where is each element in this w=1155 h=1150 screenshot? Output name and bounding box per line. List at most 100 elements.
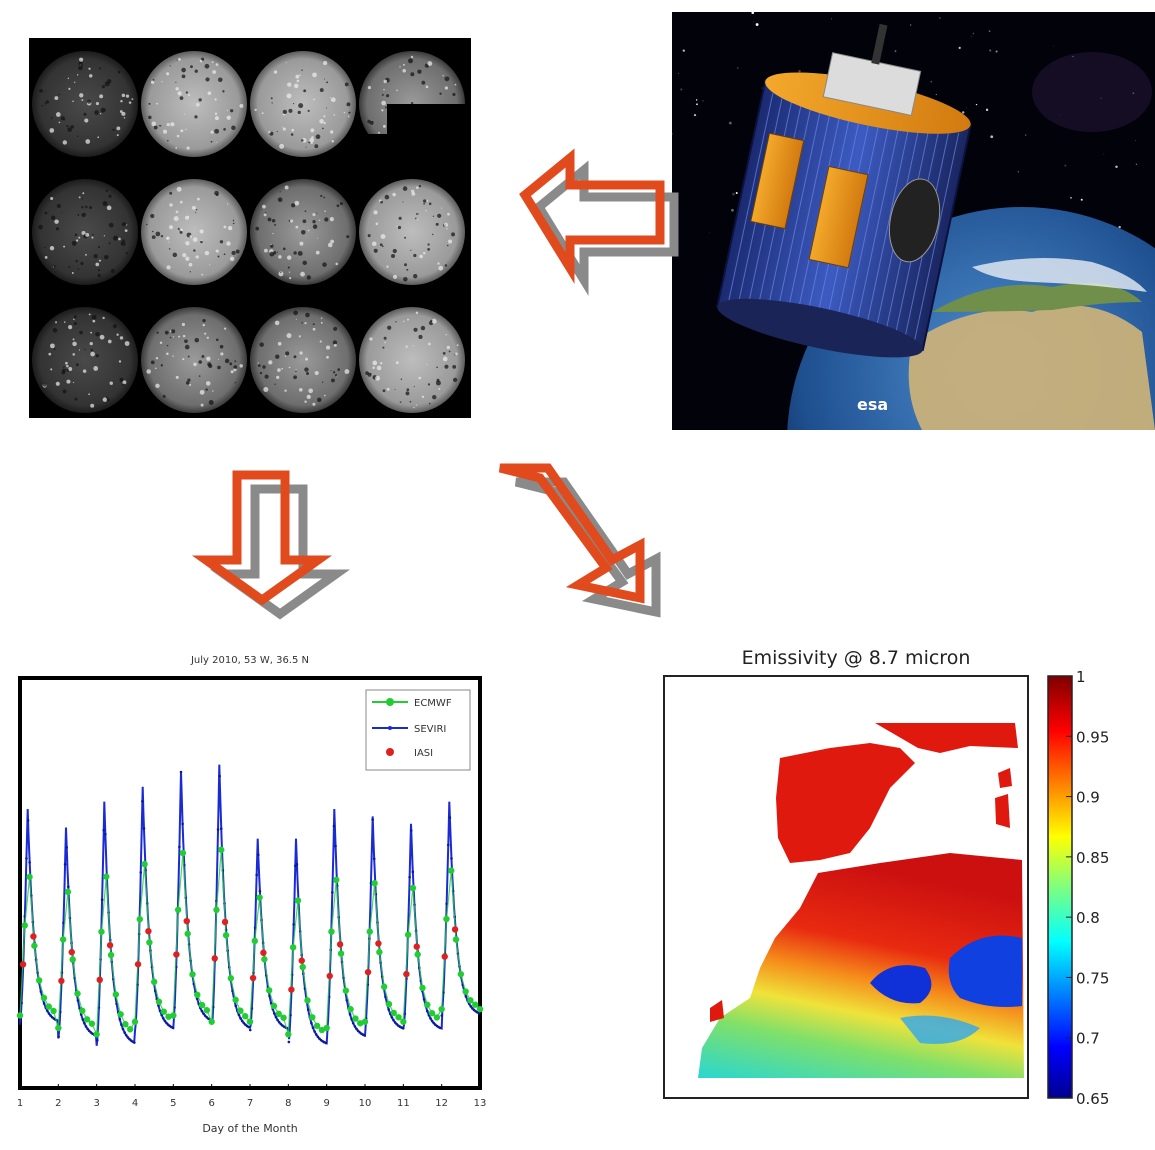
satellite-body xyxy=(716,23,972,358)
seviri-point xyxy=(247,1025,250,1029)
ecmwf-point xyxy=(275,1010,282,1018)
legend-iasi: IASI xyxy=(414,748,433,759)
iasi-point xyxy=(221,918,229,926)
ecmwf-point xyxy=(179,849,187,857)
ecmwf-point xyxy=(433,1014,441,1021)
ecmwf-point xyxy=(194,991,201,999)
colorbar-tick-label: 0.7 xyxy=(1076,1030,1100,1048)
temperature-timeseries-chart: July 2010, 53 W, 36.5 N 1 2 3 4 5 6 7 8 9 10 11 12 1… xyxy=(0,640,500,1150)
seviri-point xyxy=(240,1019,244,1023)
iasi-point xyxy=(19,961,27,968)
ecmwf-point xyxy=(227,975,235,982)
legend-marker-ecmwf xyxy=(386,698,394,706)
ecmwf-point xyxy=(476,1005,484,1013)
ecmwf-point xyxy=(69,956,76,963)
x-tick-label: 4 xyxy=(132,1098,138,1109)
seviri-point xyxy=(95,1038,99,1042)
seviri-point xyxy=(171,1026,175,1030)
ecmwf-point xyxy=(150,978,158,986)
ecmwf-point xyxy=(337,950,345,957)
ecmwf-point xyxy=(467,997,474,1004)
legend-seviri: SEVIRI xyxy=(414,724,446,735)
ecmwf-point xyxy=(55,1024,62,1032)
x-tick-label: 5 xyxy=(170,1098,176,1109)
colorbar xyxy=(1047,675,1073,1099)
seviri-point xyxy=(430,1019,434,1023)
seviri-point xyxy=(334,844,337,848)
x-tick-label: 8 xyxy=(285,1098,291,1109)
ecmwf-point xyxy=(304,997,311,1004)
iasi-point xyxy=(145,927,152,935)
ecmwf-point xyxy=(347,1006,354,1013)
seviri-point xyxy=(255,873,258,877)
x-tick-label: 11 xyxy=(397,1098,410,1109)
x-tick-label: 3 xyxy=(93,1098,99,1109)
seviri-point xyxy=(26,819,30,822)
seviri-point xyxy=(65,846,68,849)
seviri-point xyxy=(157,1004,160,1007)
ecmwf-point xyxy=(31,942,38,949)
ecmwf-point xyxy=(280,1014,287,1021)
ecmwf-point xyxy=(299,963,306,971)
seviri-point xyxy=(242,1021,246,1025)
colorbar-tick-label: 0.8 xyxy=(1076,909,1100,927)
ecmwf-point xyxy=(414,951,421,958)
ecmwf-point xyxy=(265,987,273,994)
seviri-point xyxy=(25,857,28,860)
ecmwf-point xyxy=(117,1011,124,1018)
seviri-point xyxy=(276,1018,279,1022)
ecmwf-point xyxy=(45,1003,52,1010)
ecmwf-point xyxy=(404,931,412,938)
x-tick-label: 1 xyxy=(17,1098,23,1109)
ecmwf-point xyxy=(256,894,263,901)
seviri-point xyxy=(372,857,376,861)
ecmwf-point xyxy=(208,1018,215,1025)
seviri-point xyxy=(126,1036,130,1039)
seviri-point xyxy=(277,1020,281,1024)
map-low-emissivity-region-1 xyxy=(870,965,932,1004)
seviri-point xyxy=(316,1035,320,1039)
earth-disk-image xyxy=(250,307,356,413)
timeseries-legend: ECMWF SEVIRI IASI xyxy=(365,689,471,771)
iasi-point xyxy=(211,955,218,962)
esa-logo: esa xyxy=(857,395,888,414)
colorbar-tick-label: 0.9 xyxy=(1076,789,1100,807)
seviri-point xyxy=(218,774,221,778)
ecmwf-point xyxy=(342,987,350,994)
colorbar-tick-label: 0.85 xyxy=(1076,849,1109,867)
seviri-point xyxy=(331,891,334,894)
iasi-point xyxy=(288,986,295,993)
seviri-point xyxy=(390,1016,394,1019)
ecmwf-point xyxy=(83,1016,91,1023)
seviri-point xyxy=(67,885,70,889)
ecmwf-point xyxy=(352,1015,359,1022)
iasi-point xyxy=(183,917,190,925)
seviri-point xyxy=(57,1035,60,1039)
seviri-point xyxy=(28,861,31,864)
seviri-point xyxy=(141,800,144,803)
map-low-emissivity-region-2 xyxy=(948,935,1022,1007)
ecmwf-point xyxy=(318,1026,326,1034)
seviri-point xyxy=(62,921,65,925)
ecmwf-point xyxy=(218,846,225,853)
ecmwf-point xyxy=(26,873,33,881)
iasi-point xyxy=(173,951,180,958)
disk-grid-canvas xyxy=(32,51,465,413)
seviri-point xyxy=(133,1041,136,1044)
ecmwf-point xyxy=(184,930,191,937)
ecmwf-point xyxy=(189,971,196,978)
ecmwf-point xyxy=(165,1013,172,1020)
seviri-point xyxy=(248,1028,252,1032)
seviri-point xyxy=(84,1025,88,1028)
seviri-point xyxy=(219,827,223,830)
seviri-point xyxy=(120,1023,123,1027)
legend-marker-iasi xyxy=(386,748,394,756)
ecmwf-point xyxy=(457,970,465,978)
earth-disk-image xyxy=(32,51,138,157)
iasi-point xyxy=(249,974,257,982)
seviri-point xyxy=(432,1021,436,1025)
iasi-point xyxy=(106,942,114,949)
seviri-point xyxy=(448,816,452,819)
ecmwf-point xyxy=(64,888,72,896)
seviri-point xyxy=(363,1034,366,1037)
